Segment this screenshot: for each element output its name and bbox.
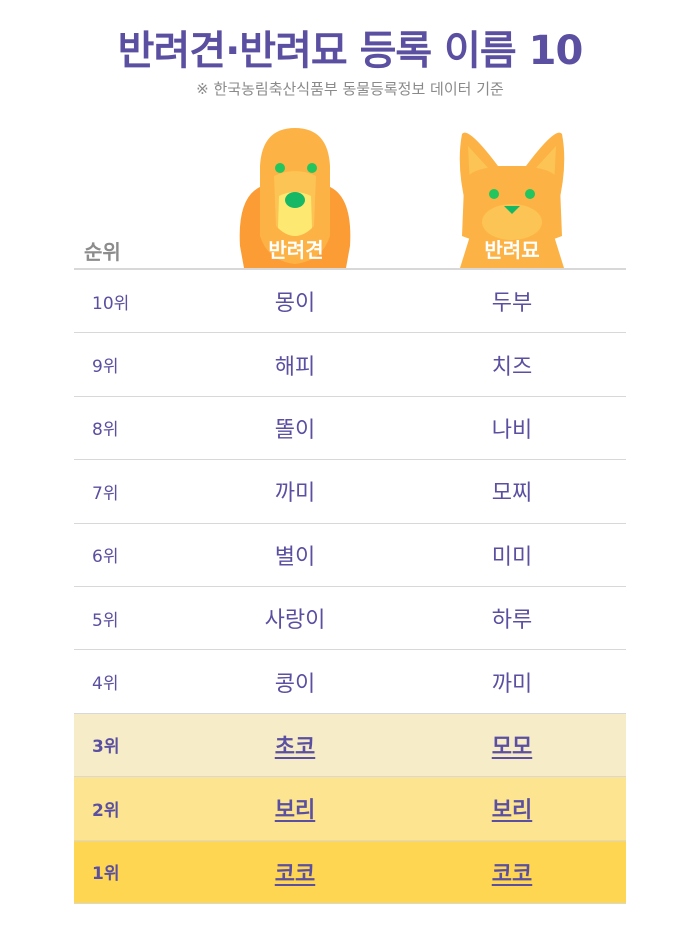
cat-name-cell: 치즈	[491, 354, 533, 380]
dog-name-cell: 별이	[274, 544, 316, 570]
cat-column-header: 반려묘	[484, 238, 540, 262]
rank-cell: 4위	[92, 674, 119, 695]
rank-cell: 5위	[92, 610, 119, 631]
ranking-table: 10위 몽이 두부 9위 해피 치즈 8위 똘이 나비 7위 까미 모찌 6위 별이 미미 5위 사랑이 하루 4위…	[74, 268, 626, 904]
rank-cell: 2위	[92, 800, 120, 821]
dog-name-cell: 똘이	[274, 417, 316, 443]
cat-name-cell: 나비	[491, 417, 533, 443]
table-row: 5위 사랑이 하루	[74, 587, 626, 651]
table-row: 2위 보리 보리	[74, 777, 626, 841]
dog-name-cell: 콩이	[274, 671, 316, 697]
table-row: 7위 까미 모찌	[74, 460, 626, 524]
cat-name-cell: 모모	[491, 734, 533, 760]
dog-name-cell: 코코	[274, 861, 316, 887]
cat-name-cell: 까미	[491, 671, 533, 697]
page-title: 반려견·반려묘 등록 이름 10	[117, 28, 584, 74]
table-row: 10위 몽이 두부	[74, 270, 626, 334]
dog-name-cell: 초코	[274, 734, 316, 760]
rank-cell: 8위	[92, 420, 119, 441]
cat-name-cell: 두부	[491, 291, 533, 317]
rank-cell: 10위	[92, 293, 130, 314]
cat-name-cell: 코코	[491, 861, 533, 887]
dog-name-cell: 몽이	[274, 291, 316, 317]
source-note: ※ 한국농림축산식품부 동물등록정보 데이터 기준	[196, 80, 504, 98]
table-row: 1위 코코 코코	[74, 840, 626, 904]
dog-name-cell: 까미	[274, 481, 316, 507]
table-row: 8위 똘이 나비	[74, 397, 626, 461]
cat-name-cell: 모찌	[491, 481, 533, 507]
table-row: 4위 콩이 까미	[74, 650, 626, 714]
dog-name-cell: 사랑이	[264, 608, 326, 634]
cat-name-cell: 하루	[491, 608, 533, 634]
rank-cell: 7위	[92, 483, 119, 504]
table-row: 6위 별이 미미	[74, 524, 626, 587]
table-row: 3위 초코 모모	[74, 713, 626, 778]
dog-illustration	[239, 128, 351, 268]
rank-cell: 6위	[92, 547, 119, 568]
table-row: 9위 해피 치즈	[74, 333, 626, 397]
dog-name-cell: 해피	[274, 354, 316, 380]
dog-name-cell: 보리	[274, 798, 316, 824]
dog-column-header: 반려견	[268, 238, 324, 262]
cat-illustration	[459, 132, 565, 268]
cat-name-cell: 보리	[491, 798, 533, 824]
cat-name-cell: 미미	[491, 544, 533, 570]
rank-cell: 3위	[92, 737, 120, 758]
rank-cell: 1위	[92, 864, 120, 885]
rank-column-header: 순위	[84, 240, 121, 264]
rank-cell: 9위	[92, 357, 119, 378]
